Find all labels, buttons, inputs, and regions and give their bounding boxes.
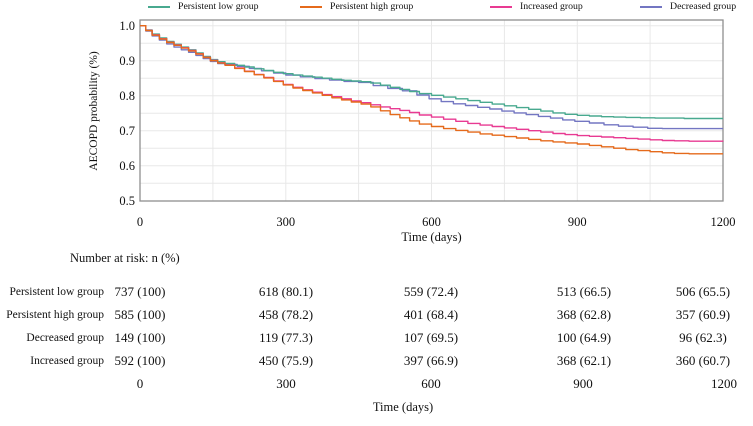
legend-label: Decreased group — [670, 1, 737, 12]
risk-cell: 450 (75.9) — [258, 353, 314, 368]
legend-item-persistent-low-group: Persistent low group — [148, 1, 259, 12]
legend-line-swatch — [148, 5, 170, 8]
legend-item-persistent-high-group: Persistent high group — [300, 1, 413, 12]
x-tick-label: 900 — [568, 215, 587, 229]
legend-label: Increased group — [520, 1, 583, 12]
risk-cell: 506 (65.5) — [675, 284, 731, 299]
km-curve-persistent-high-group — [140, 25, 723, 155]
y-tick-label: 1.0 — [119, 19, 135, 33]
risk-row-label: Persistent low group — [9, 285, 104, 298]
risk-table-x-axis-title: Time (days) — [372, 400, 434, 414]
risk-table-x-tick: 300 — [276, 376, 296, 391]
x-axis-title: Time (days) — [401, 230, 461, 244]
risk-cell: 513 (66.5) — [556, 284, 612, 299]
risk-cell: 458 (78.2) — [258, 307, 314, 322]
legend-label: Persistent high group — [330, 1, 414, 12]
risk-table-x-tick: 600 — [421, 376, 441, 391]
risk-cell: 368 (62.8) — [556, 307, 612, 322]
legend-line-swatch — [490, 5, 512, 8]
risk-row-label: Increased group — [30, 354, 104, 367]
risk-cell: 559 (72.4) — [403, 284, 459, 299]
km-chart: 1.0 0.9 0.8 0.7 0.6 0.50 300 600 900 1200 Time (da… — [88, 19, 736, 244]
y-tick-label: 0.5 — [119, 194, 135, 208]
y-tick-label: 0.9 — [119, 54, 135, 68]
y-tick-label: 0.6 — [119, 159, 135, 173]
legend-line-swatch — [640, 5, 662, 8]
y-axis-title: AECOPD probability (%) — [88, 51, 100, 171]
risk-cell: 360 (60.7) — [675, 353, 731, 368]
risk-cell: 585 (100) — [114, 307, 166, 322]
legend-item-increased-group: Increased group — [490, 1, 583, 12]
risk-cell: 119 (77.3) — [259, 330, 313, 345]
risk-cell: 368 (62.1) — [556, 353, 612, 368]
legend-line-swatch — [300, 5, 322, 8]
risk-cell: 618 (80.1) — [258, 284, 314, 299]
plot-frame — [139, 19, 724, 202]
risk-row-label: Persistent high group — [6, 308, 104, 321]
x-tick-label: 0 — [137, 215, 143, 229]
risk-table-x-tick: 1200 — [711, 376, 737, 391]
legend-item-decreased-group: Decreased group — [640, 1, 736, 12]
risk-table-x-tick: 0 — [136, 376, 144, 391]
risk-cell: 592 (100) — [114, 353, 166, 368]
risk-cell: 357 (60.9) — [675, 307, 731, 322]
risk-cell: 397 (66.9) — [403, 353, 459, 368]
risk-table-header: Number at risk: n (%) — [70, 251, 180, 265]
risk-cell: 100 (64.9) — [556, 330, 612, 345]
y-tick-label: 0.8 — [119, 89, 135, 103]
risk-cell: 737 (100) — [114, 284, 166, 299]
risk-table-x-tick: 900 — [573, 376, 593, 391]
y-tick-label: 0.7 — [119, 124, 135, 138]
risk-row-label: Decreased group — [26, 331, 104, 344]
risk-cell: 149 (100) — [114, 330, 166, 345]
legend-label: Persistent low group — [178, 1, 259, 12]
risk-cell: 96 (62.3) — [679, 330, 727, 345]
x-tick-label: 1200 — [711, 215, 736, 229]
x-tick-label: 600 — [422, 215, 441, 229]
risk-cell: 401 (68.4) — [403, 307, 459, 322]
risk-cell: 107 (69.5) — [403, 330, 459, 345]
x-tick-label: 300 — [276, 215, 295, 229]
